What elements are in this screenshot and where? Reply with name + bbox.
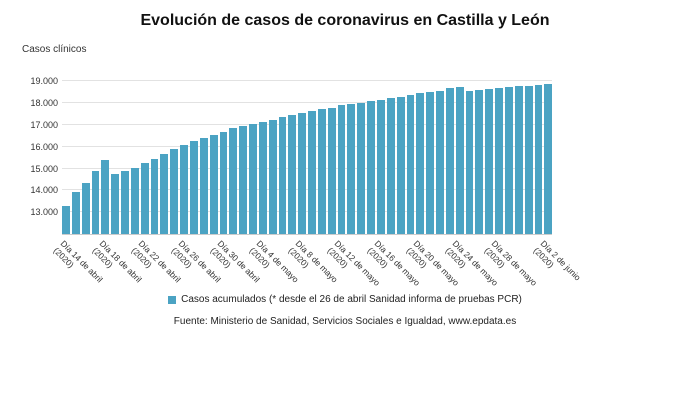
- bar: [495, 87, 503, 234]
- bar: [249, 123, 257, 234]
- bar: [327, 107, 336, 234]
- gridline: [62, 167, 552, 169]
- bar: [288, 115, 297, 234]
- bar: [308, 110, 316, 234]
- gridline: [62, 189, 552, 191]
- bar: [406, 94, 415, 234]
- bar: [377, 99, 385, 234]
- gridline: [62, 80, 552, 82]
- gridline: [62, 124, 552, 126]
- bar: [485, 89, 494, 234]
- bar: [347, 104, 356, 234]
- bar: [71, 191, 80, 234]
- bar: [199, 138, 208, 234]
- bar: [317, 108, 326, 234]
- bar: [337, 105, 346, 234]
- bar: [357, 103, 366, 234]
- bar: [170, 149, 179, 234]
- bar: [209, 134, 218, 234]
- bar: [180, 144, 188, 234]
- bar: [524, 85, 533, 234]
- y-axis-title: Casos clínicos: [22, 44, 87, 55]
- bar: [219, 131, 228, 234]
- y-axis-labels: 13.000 14.000 15.000 16.000 17.000 18.000 19.0…: [0, 64, 58, 234]
- y-tick-label: 14.000: [30, 185, 58, 196]
- bar: [386, 97, 395, 234]
- legend: Casos acumulados (* desde el 26 de abril…: [0, 294, 690, 305]
- bar: [229, 128, 238, 234]
- chart-title: Evolución de casos de coronavirus en Cas…: [140, 12, 550, 29]
- bar: [465, 91, 474, 234]
- bar: [81, 182, 90, 234]
- chart-area: [62, 64, 553, 235]
- bar: [101, 159, 110, 234]
- bar: [150, 158, 159, 234]
- bar: [504, 86, 513, 234]
- y-tick-label: 18.000: [30, 98, 58, 109]
- bar: [436, 91, 444, 234]
- y-tick-label: 17.000: [30, 120, 58, 131]
- bar: [396, 96, 405, 234]
- bar: [121, 170, 129, 234]
- bar: [298, 113, 307, 234]
- bar: [140, 163, 149, 234]
- bar: [416, 93, 425, 234]
- bar: [534, 84, 543, 234]
- bar: [189, 141, 198, 234]
- bar: [62, 205, 70, 234]
- source-text: Fuente: Ministerio de Sanidad, Servicios…: [173, 316, 517, 327]
- bar: [445, 87, 454, 234]
- y-tick-label: 13.000: [30, 207, 58, 218]
- bar: [367, 101, 375, 234]
- x-tick-label: Día 2 de junio (2020): [531, 238, 583, 283]
- gridline: [62, 102, 552, 104]
- y-tick-label: 19.000: [30, 76, 58, 87]
- bar: [239, 126, 248, 234]
- plot-area: [62, 64, 553, 235]
- gridline: [62, 211, 552, 213]
- bar: [258, 121, 267, 234]
- bar: [475, 90, 484, 234]
- bar: [426, 92, 435, 234]
- y-tick-label: 16.000: [30, 141, 58, 152]
- bar: [91, 170, 100, 234]
- bar: [160, 154, 169, 234]
- bar: [278, 117, 287, 234]
- bar: [455, 86, 464, 234]
- legend-label: Casos acumulados (* desde el 26 de abril…: [181, 294, 522, 305]
- bars-container: [62, 64, 553, 234]
- bar: [130, 167, 139, 234]
- gridline: [62, 145, 552, 147]
- bar: [111, 174, 120, 234]
- y-tick-label: 15.000: [30, 163, 58, 174]
- bar: [268, 119, 277, 234]
- legend-marker: [168, 295, 177, 304]
- bar: [514, 85, 523, 234]
- bar: [544, 83, 553, 234]
